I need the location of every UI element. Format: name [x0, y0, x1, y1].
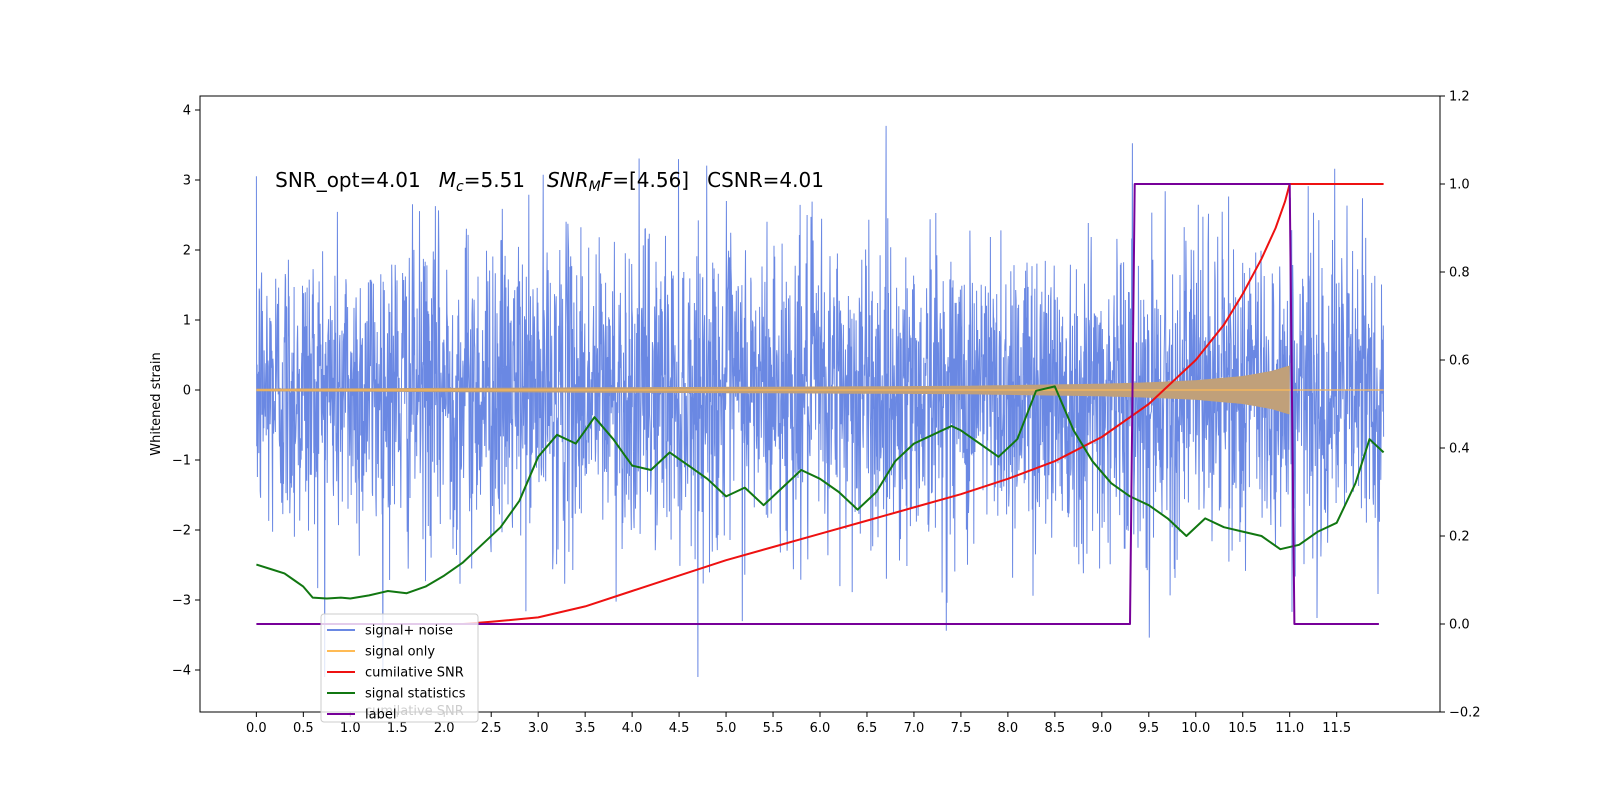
x-tick-label: 11.0	[1275, 721, 1304, 736]
y-tick-label: 2	[183, 244, 191, 259]
legend-label: signal statistics	[365, 687, 466, 702]
x-tick-label: 9.0	[1091, 721, 1112, 736]
y2-tick-label: −0.2	[1449, 706, 1481, 721]
y2-tick-label: 0.4	[1449, 442, 1470, 457]
x-axis: 0.0 0.5 1.0 1.5 2.0 2.5 3.0 3.5 4.0 4.5 5.0 5.5 6.0 6…	[246, 712, 1351, 736]
y2-tick-label: 0.0	[1449, 618, 1470, 633]
x-tick-label: 1.0	[340, 721, 361, 736]
x-tick-label: 3.0	[528, 721, 549, 736]
x-tick-label: 4.0	[622, 721, 643, 736]
y-tick-label: 3	[183, 174, 191, 189]
y2-tick-label: 1.2	[1449, 90, 1470, 105]
x-tick-label: 0.0	[246, 721, 267, 736]
y-tick-label: −2	[172, 524, 191, 539]
series-cumilative-snr-line	[462, 183, 1384, 625]
x-tick-label: 10.0	[1181, 721, 1210, 736]
x-tick-label: 8.0	[998, 721, 1019, 736]
legend-box	[320, 613, 479, 723]
series-label-line	[256, 183, 1379, 625]
x-tick-label: 2.0	[434, 721, 455, 736]
x-tick-label: 2.5	[481, 721, 502, 736]
legend-label: cumilative SNR	[365, 666, 464, 681]
y-tick-label: 0	[183, 384, 191, 399]
y-tick-label: −4	[172, 664, 191, 679]
series-layer	[255, 125, 1385, 678]
x-tick-label: 0.5	[293, 721, 314, 736]
x-tick-label: 8.5	[1045, 721, 1066, 736]
y2-tick-label: 0.8	[1449, 266, 1470, 281]
x-tick-label: 9.5	[1138, 721, 1159, 736]
snr-annotation: SNR_opt=4.01 Mc=5.51 SNRMF=[4.56] CSNR=4.01	[275, 168, 824, 195]
y2-tick-label: 0.2	[1449, 530, 1470, 545]
x-tick-label: 3.5	[575, 721, 596, 736]
series-signal-statistics-line	[256, 385, 1385, 600]
y-tick-label: 4	[183, 104, 191, 119]
legend-label: label	[365, 708, 396, 723]
x-tick-label: 6.5	[857, 721, 878, 736]
y-axis-label: Whitened strain	[149, 352, 164, 455]
x-tick-label: 5.5	[763, 721, 784, 736]
legend-label: signal+ noise	[365, 624, 453, 639]
legend-label: signal only	[365, 645, 435, 660]
x-tick-label: 6.0	[810, 721, 831, 736]
y-axis-left: 4 3 2 1 0 −1 −2 −3 −4	[172, 104, 200, 679]
x-tick-label: 7.5	[951, 721, 972, 736]
x-tick-label: 1.5	[387, 721, 408, 736]
y2-tick-label: 0.6	[1449, 354, 1470, 369]
x-tick-label: 10.5	[1228, 721, 1257, 736]
x-tick-label: 4.5	[669, 721, 690, 736]
y-tick-label: −1	[172, 454, 191, 469]
x-tick-label: 5.0	[716, 721, 737, 736]
y-tick-label: −3	[172, 594, 191, 609]
x-tick-label: 7.0	[904, 721, 925, 736]
y-axis-right: 1.2 1.0 0.8 0.6 0.4 0.2 0.0 −0.2	[1440, 90, 1481, 721]
y-tick-label: 1	[183, 314, 191, 329]
y2-tick-label: 1.0	[1449, 178, 1470, 193]
x-tick-label: 11.5	[1322, 721, 1351, 736]
series-signal-noise-line	[255, 125, 1385, 678]
